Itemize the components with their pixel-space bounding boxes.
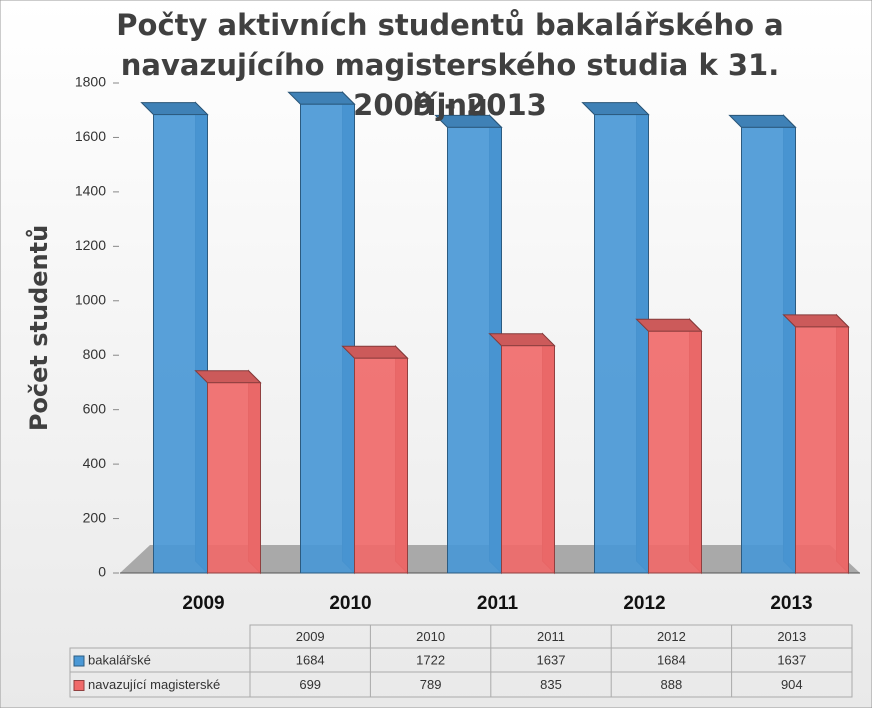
y-tick-label: 200 — [83, 509, 107, 525]
y-tick-label: 1600 — [75, 128, 106, 144]
table-value: 888 — [661, 677, 683, 692]
bar — [648, 330, 702, 574]
bar-top — [341, 345, 409, 359]
table-value: 789 — [420, 677, 442, 692]
bar-top — [635, 318, 703, 332]
y-tick-label: 1400 — [75, 183, 106, 199]
table-value: 1684 — [657, 652, 686, 667]
legend-label: navazující magisterské — [88, 677, 220, 692]
bar — [207, 382, 261, 574]
table-header: 2012 — [657, 629, 686, 644]
table-header: 2010 — [416, 629, 445, 644]
y-tick-label: 1800 — [75, 74, 106, 90]
table-value: 1637 — [777, 652, 806, 667]
x-tick-label: 2011 — [477, 593, 519, 614]
chart-title: navazujícího magisterského studia k 31. … — [120, 48, 780, 122]
table-value: 1637 — [537, 652, 566, 667]
table-header: 2009 — [296, 629, 325, 644]
table-value: 835 — [540, 677, 562, 692]
bar — [594, 114, 649, 574]
table-header: 2013 — [777, 629, 806, 644]
table-header: 2011 — [537, 629, 565, 644]
y-axis-label: Počet studentů — [25, 225, 53, 431]
table-value: 1722 — [416, 652, 445, 667]
bar — [354, 357, 408, 574]
bar — [795, 326, 849, 574]
legend-swatch — [73, 680, 85, 691]
bar — [153, 114, 208, 574]
table-value: 699 — [299, 677, 321, 692]
bar — [447, 126, 502, 574]
table-value: 904 — [781, 677, 803, 692]
x-tick-label: 2013 — [770, 593, 812, 614]
y-tick-label: 1000 — [75, 291, 106, 307]
y-tick-label: 800 — [83, 346, 107, 362]
bar-top — [782, 314, 850, 328]
table-value: 1684 — [296, 652, 325, 667]
y-tick-label: 0 — [98, 564, 106, 580]
bar-top — [194, 370, 262, 384]
bar — [741, 126, 796, 574]
y-tick-label: 400 — [83, 455, 107, 471]
bar — [501, 345, 555, 574]
x-tick-label: 2009 — [182, 593, 224, 614]
y-tick-label: 1200 — [75, 237, 106, 253]
chart-title: 2009 - 2013 — [353, 88, 547, 122]
x-tick-label: 2010 — [329, 593, 371, 614]
legend-label: bakalářské — [88, 652, 151, 667]
bar-top — [488, 333, 556, 347]
y-tick-label: 600 — [83, 400, 107, 416]
legend-swatch — [73, 655, 85, 667]
bar — [300, 103, 355, 574]
chart-title: Počty aktivních studentů bakalářského a — [116, 8, 784, 42]
x-tick-label: 2012 — [623, 593, 665, 614]
